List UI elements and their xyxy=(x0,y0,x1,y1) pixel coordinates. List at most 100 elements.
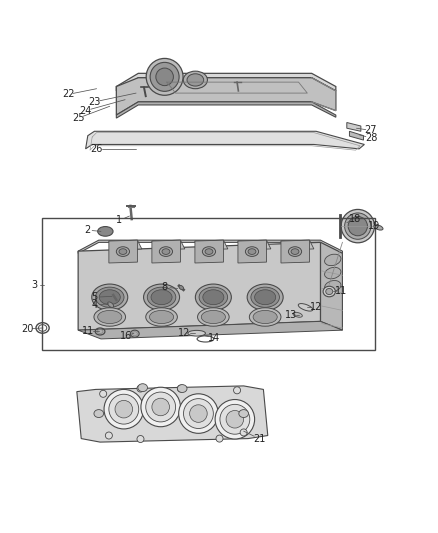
Ellipse shape xyxy=(373,225,382,230)
Text: 25: 25 xyxy=(72,113,84,123)
Ellipse shape xyxy=(187,330,205,336)
Ellipse shape xyxy=(92,284,127,310)
Circle shape xyxy=(145,392,175,422)
Ellipse shape xyxy=(187,74,203,86)
Ellipse shape xyxy=(195,284,231,310)
Ellipse shape xyxy=(107,302,113,308)
Polygon shape xyxy=(78,243,320,330)
Text: 2: 2 xyxy=(84,225,90,235)
Ellipse shape xyxy=(205,249,212,254)
Circle shape xyxy=(178,394,218,433)
Text: 5: 5 xyxy=(91,292,97,302)
Ellipse shape xyxy=(97,310,122,324)
Ellipse shape xyxy=(252,310,277,324)
Ellipse shape xyxy=(290,249,298,254)
Ellipse shape xyxy=(322,286,335,297)
Polygon shape xyxy=(320,243,342,330)
Polygon shape xyxy=(237,240,270,250)
Ellipse shape xyxy=(245,247,258,256)
Polygon shape xyxy=(194,240,227,250)
Text: 21: 21 xyxy=(252,433,265,443)
Ellipse shape xyxy=(97,227,113,236)
Text: 3: 3 xyxy=(31,280,37,290)
Circle shape xyxy=(104,390,143,429)
Circle shape xyxy=(219,405,249,434)
Ellipse shape xyxy=(202,290,223,305)
Circle shape xyxy=(141,387,180,427)
Polygon shape xyxy=(280,240,313,250)
Text: 19: 19 xyxy=(367,221,379,231)
Polygon shape xyxy=(78,240,342,253)
Ellipse shape xyxy=(94,308,125,326)
Circle shape xyxy=(115,400,132,418)
Circle shape xyxy=(340,209,374,243)
Ellipse shape xyxy=(95,287,124,308)
Ellipse shape xyxy=(99,290,120,305)
Ellipse shape xyxy=(162,249,170,254)
Polygon shape xyxy=(349,131,363,140)
Bar xyxy=(42,218,374,350)
Ellipse shape xyxy=(238,410,248,417)
Ellipse shape xyxy=(247,249,255,254)
Text: 18: 18 xyxy=(348,214,360,224)
Polygon shape xyxy=(78,321,342,339)
Ellipse shape xyxy=(201,310,225,324)
Ellipse shape xyxy=(177,385,187,392)
Text: 12: 12 xyxy=(178,328,190,338)
Polygon shape xyxy=(346,123,360,131)
Ellipse shape xyxy=(119,249,127,254)
Circle shape xyxy=(240,429,247,436)
Circle shape xyxy=(105,432,112,439)
Circle shape xyxy=(137,435,144,442)
Polygon shape xyxy=(237,240,266,263)
Polygon shape xyxy=(116,78,335,115)
Ellipse shape xyxy=(324,280,340,292)
Ellipse shape xyxy=(197,308,229,326)
Ellipse shape xyxy=(249,308,280,326)
Text: 27: 27 xyxy=(364,125,376,135)
Ellipse shape xyxy=(247,284,283,310)
Text: 1: 1 xyxy=(116,215,122,225)
Ellipse shape xyxy=(147,287,175,308)
Text: 23: 23 xyxy=(88,97,100,107)
Circle shape xyxy=(109,394,138,424)
Polygon shape xyxy=(152,240,184,250)
Ellipse shape xyxy=(202,247,215,256)
Polygon shape xyxy=(116,102,335,118)
Text: 11: 11 xyxy=(81,327,94,336)
Circle shape xyxy=(152,398,169,416)
Circle shape xyxy=(183,399,213,429)
Polygon shape xyxy=(109,240,141,250)
Circle shape xyxy=(226,410,243,428)
Ellipse shape xyxy=(149,310,173,324)
Ellipse shape xyxy=(94,410,103,417)
Ellipse shape xyxy=(143,284,179,310)
Circle shape xyxy=(344,213,370,239)
Text: 26: 26 xyxy=(90,144,102,154)
Ellipse shape xyxy=(297,304,312,311)
Text: 13: 13 xyxy=(284,310,296,320)
Circle shape xyxy=(189,405,207,422)
Polygon shape xyxy=(109,240,137,263)
Circle shape xyxy=(215,400,254,439)
Ellipse shape xyxy=(288,247,301,256)
Ellipse shape xyxy=(251,287,279,308)
Ellipse shape xyxy=(324,268,340,279)
Ellipse shape xyxy=(292,312,302,317)
Text: 22: 22 xyxy=(62,90,74,100)
Ellipse shape xyxy=(151,290,172,305)
Text: 4: 4 xyxy=(91,300,97,310)
Circle shape xyxy=(215,435,223,442)
Ellipse shape xyxy=(159,247,172,256)
Circle shape xyxy=(233,387,240,394)
Ellipse shape xyxy=(138,384,147,392)
Polygon shape xyxy=(77,386,267,442)
Ellipse shape xyxy=(183,71,207,88)
Polygon shape xyxy=(85,131,364,149)
Circle shape xyxy=(99,390,106,397)
Circle shape xyxy=(146,59,183,95)
Ellipse shape xyxy=(198,287,227,308)
Text: 12: 12 xyxy=(309,302,321,312)
Ellipse shape xyxy=(254,290,275,305)
Text: 11: 11 xyxy=(335,286,347,296)
